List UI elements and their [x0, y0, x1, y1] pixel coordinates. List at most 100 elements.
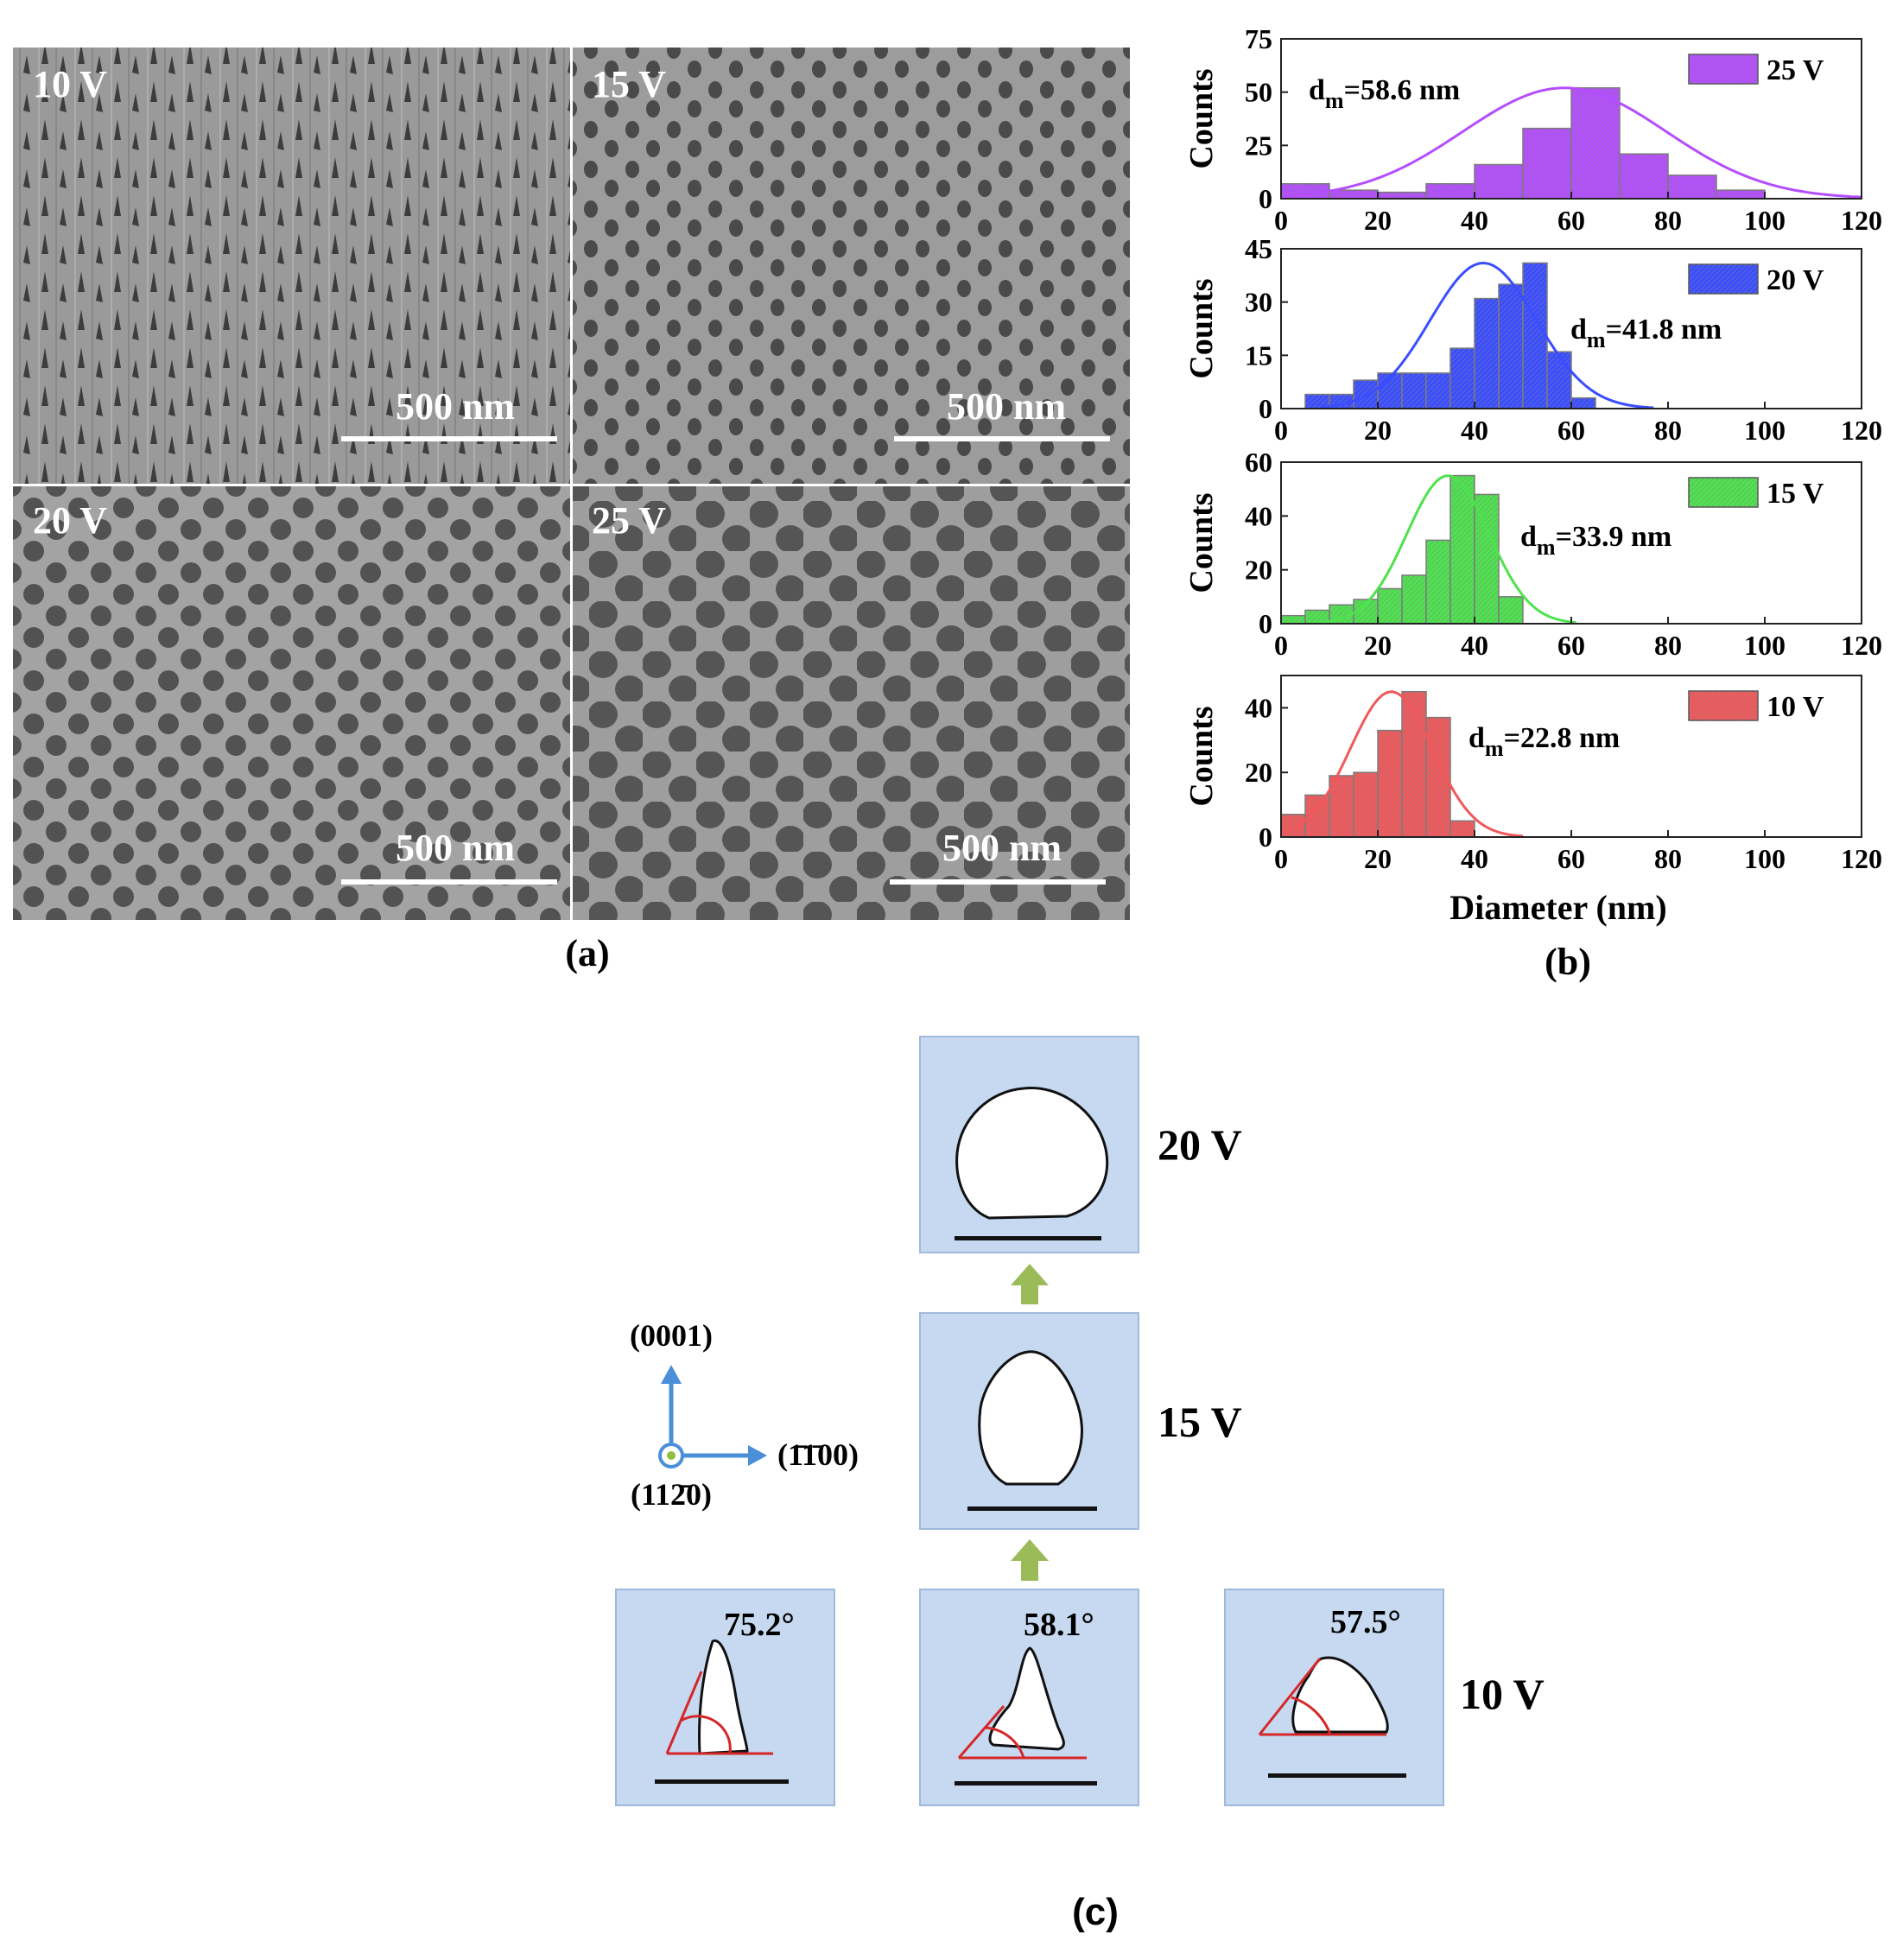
- scale-text-25v: 500 nm: [942, 827, 1062, 869]
- legend-label: 15 V: [1767, 478, 1824, 510]
- y-axis-label: Counts: [1183, 278, 1220, 378]
- x-tick-label: 20: [1364, 205, 1392, 236]
- x-tick-label: 100: [1744, 843, 1786, 874]
- caption-a: (a): [565, 932, 609, 974]
- x-tick-label: 120: [1841, 843, 1882, 874]
- histogram-bar-hatch: [1329, 190, 1378, 199]
- y-tick-label: 0: [1259, 393, 1272, 424]
- y-tick-label: 20: [1245, 555, 1272, 586]
- pore-outline-20v: [955, 1086, 1108, 1220]
- pore-scale-20v: [955, 1236, 1101, 1240]
- scale-text-15v: 500 nm: [947, 385, 1066, 428]
- histogram-bar-hatch: [1523, 128, 1571, 199]
- axis-label-up: (0001): [630, 1318, 713, 1353]
- x-tick-label: 40: [1461, 415, 1488, 446]
- x-tick-label: 100: [1744, 630, 1786, 661]
- x-tick-label: 0: [1274, 843, 1288, 874]
- scale-bar-25v: [890, 879, 1106, 885]
- axis-label-origin: (112̄0): [631, 1477, 712, 1512]
- histogram-bar-hatch: [1475, 298, 1499, 409]
- x-tick-label: 0: [1274, 205, 1288, 236]
- angle-label-b: 58.1°: [1024, 1607, 1094, 1643]
- histogram-bar-hatch: [1571, 87, 1620, 199]
- x-tick-label: 80: [1654, 415, 1682, 446]
- sem-image-15v: [573, 48, 1130, 484]
- histogram-0: 0 20 40 60 80 100 120 0 25 50 75 Counts 25 V dm=58.6 …: [1183, 23, 1882, 236]
- histogram-bar-hatch: [1354, 380, 1378, 409]
- mean-diameter-annotation: dm=33.9 nm: [1520, 521, 1671, 560]
- histogram-bar-hatch: [1547, 352, 1571, 409]
- y-tick-label: 0: [1259, 608, 1272, 639]
- legend-swatch-hatch: [1689, 264, 1758, 294]
- scale-bar-20v: [341, 879, 557, 885]
- pore-box-10v-b: [919, 1589, 1139, 1806]
- histogram-bar-hatch: [1402, 691, 1426, 837]
- axis-up-head: [661, 1365, 682, 1384]
- pore-scale-15v: [967, 1506, 1097, 1511]
- x-tick-label: 80: [1654, 205, 1682, 236]
- mean-diameter-annotation: dm=41.8 nm: [1570, 314, 1722, 352]
- y-tick-label: 45: [1245, 233, 1272, 264]
- legend-swatch-hatch: [1689, 54, 1758, 84]
- gaussian-fit-curve: [1280, 690, 1524, 838]
- sem-label-25v: 25 V: [592, 499, 666, 542]
- histogram-1: 0 20 40 60 80 100 120 0 15 30 45 Counts 20 V dm=41.8 …: [1183, 233, 1882, 446]
- x-tick-label: 120: [1841, 630, 1882, 661]
- histogram-bar-hatch: [1475, 164, 1523, 199]
- scale-text-10v: 500 nm: [396, 385, 515, 428]
- histogram-bar-hatch: [1426, 540, 1450, 624]
- pore-box-10v-c: [1224, 1589, 1444, 1806]
- legend-label: 25 V: [1767, 54, 1824, 86]
- stage-label-20v: 20 V: [1158, 1120, 1242, 1169]
- caption-b: (b): [1545, 941, 1591, 983]
- y-tick-label: 50: [1245, 77, 1272, 108]
- y-tick-label: 15: [1245, 339, 1272, 371]
- gaussian-fit-curve: [1319, 261, 1654, 409]
- angle-label-c: 57.5°: [1330, 1604, 1401, 1640]
- x-tick-label: 20: [1364, 630, 1392, 661]
- histogram-bar-hatch: [1305, 610, 1329, 624]
- histogram-bar-hatch: [1523, 263, 1547, 409]
- histogram-bar-hatch: [1426, 372, 1450, 409]
- x-tick-label: 0: [1274, 415, 1288, 446]
- pore-box-10v-a: [615, 1589, 835, 1806]
- histogram-bar-hatch: [1450, 475, 1475, 624]
- y-axis-label: Counts: [1183, 492, 1220, 593]
- sem-label-10v: 10 V: [33, 63, 107, 105]
- histogram-bar-hatch: [1354, 772, 1378, 837]
- axis-origin-dot: [667, 1451, 676, 1460]
- y-tick-label: 60: [1245, 447, 1272, 478]
- histogram-bar-hatch: [1281, 814, 1305, 837]
- legend-swatch-hatch: [1689, 478, 1758, 507]
- scale-bar-10v: [341, 436, 557, 441]
- histogram-bar-hatch: [1402, 372, 1426, 409]
- x-tick-label: 120: [1841, 205, 1882, 236]
- histogram-bar-hatch: [1668, 174, 1716, 199]
- growth-arrow-lower: [1011, 1539, 1049, 1581]
- histogram-bar-hatch: [1402, 574, 1426, 624]
- axis-right-head: [748, 1445, 767, 1466]
- legend-swatch-hatch: [1689, 691, 1758, 720]
- y-tick-label: 25: [1245, 130, 1272, 161]
- sem-image-25v: [573, 486, 1130, 920]
- legend-label: 10 V: [1767, 691, 1824, 723]
- stage-label-15v: 15 V: [1158, 1398, 1242, 1446]
- gaussian-fit-curve: [1280, 86, 1862, 199]
- histogram-bar-hatch: [1499, 284, 1523, 409]
- histogram-bar-hatch: [1450, 821, 1475, 837]
- x-tick-label: 40: [1461, 630, 1488, 661]
- sem-image-10v: [13, 48, 570, 484]
- x-tick-label: 100: [1744, 205, 1786, 236]
- caption-c: (c): [1072, 1891, 1119, 1933]
- legend-label: 20 V: [1767, 264, 1824, 296]
- crystal-axes: (0001) (1̄1̄00) (112̄0): [630, 1318, 859, 1512]
- sem-label-15v: 15 V: [592, 63, 666, 105]
- y-tick-label: 75: [1245, 23, 1272, 54]
- histogram-bar-hatch: [1716, 190, 1765, 199]
- x-tick-label: 60: [1557, 205, 1585, 236]
- histogram-bar-hatch: [1571, 397, 1595, 409]
- x-tick-label: 20: [1364, 843, 1392, 874]
- x-tick-label: 100: [1744, 415, 1786, 446]
- histogram-bar-hatch: [1499, 596, 1523, 624]
- histogram-bar-hatch: [1378, 730, 1402, 837]
